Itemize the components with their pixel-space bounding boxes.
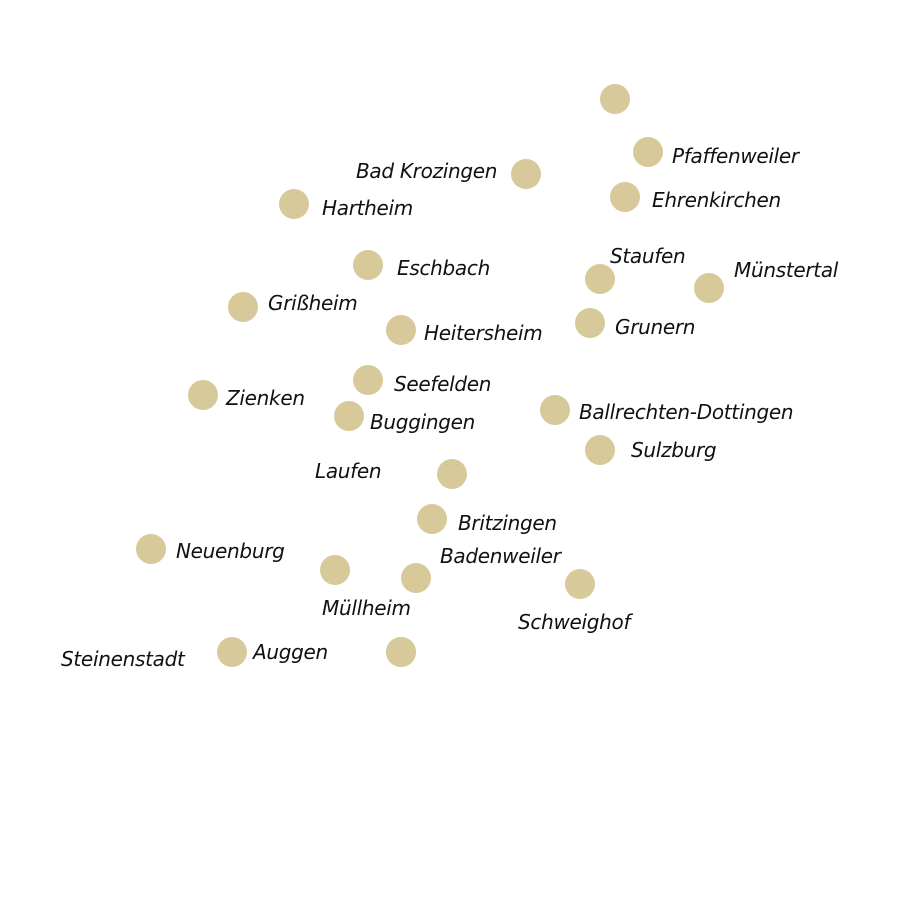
place-label-zienken: Zienken [226,386,305,410]
place-marker-ballrechten-dottingen [540,395,570,425]
place-label-muenstertal: Münstertal [734,258,839,282]
place-label-buggingen: Buggingen [370,410,475,434]
place-marker-steinenstadt [217,637,247,667]
place-marker-muellheim [320,555,350,585]
place-marker-muenstertal [694,273,724,303]
place-label-laufen: Laufen [315,459,382,483]
place-label-grissheim: Grißheim [268,291,358,315]
place-marker-seefelden [353,365,383,395]
place-marker-heitersheim [386,315,416,345]
place-label-steinenstadt: Steinenstadt [61,647,185,671]
place-label-staufen: Staufen [610,244,686,268]
place-label-hartheim: Hartheim [322,196,413,220]
place-marker-bad-krozingen [511,159,541,189]
place-marker-neuenburg [136,534,166,564]
place-label-pfaffenweiler: Pfaffenweiler [672,144,799,168]
place-label-bad-krozingen: Bad Krozingen [356,159,498,183]
place-label-ehrenkirchen: Ehrenkirchen [652,188,781,212]
place-marker-staufen [585,264,615,294]
place-marker-unlabeled-south [386,637,416,667]
place-label-ballrechten-dottingen: Ballrechten-Dottingen [579,400,794,424]
place-marker-eschbach [353,250,383,280]
place-marker-zienken [188,380,218,410]
place-label-britzingen: Britzingen [458,511,557,535]
place-marker-ehrenkirchen [610,182,640,212]
place-label-seefelden: Seefelden [394,372,492,396]
place-label-neuenburg: Neuenburg [176,539,285,563]
place-label-heitersheim: Heitersheim [424,321,543,345]
place-marker-hartheim [279,189,309,219]
place-marker-badenweiler [401,563,431,593]
place-label-muellheim: Müllheim [322,596,411,620]
place-marker-buggingen [334,401,364,431]
place-marker-grissheim [228,292,258,322]
place-marker-unlabeled-north [600,84,630,114]
place-label-eschbach: Eschbach [397,256,490,280]
place-label-schweighof: Schweighof [518,610,631,634]
place-marker-schweighof [565,569,595,599]
place-marker-grunern [575,308,605,338]
place-label-auggen: Auggen [253,640,328,664]
place-marker-laufen [437,459,467,489]
place-marker-pfaffenweiler [633,137,663,167]
place-marker-sulzburg [585,435,615,465]
place-label-grunern: Grunern [615,315,696,339]
place-label-badenweiler: Badenweiler [440,544,561,568]
place-label-sulzburg: Sulzburg [631,438,717,462]
place-marker-britzingen [417,504,447,534]
